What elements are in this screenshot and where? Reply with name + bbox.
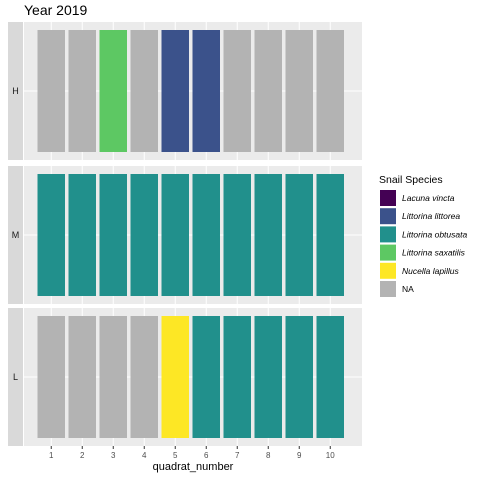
facet-strip-label: H <box>12 86 19 96</box>
bar-H-8 <box>255 30 283 152</box>
legend-label: Littorina littorea <box>402 211 460 221</box>
x-tick-label: 3 <box>111 451 116 460</box>
legend: Snail Species Lacuna vincta Littorina lit… <box>379 174 467 297</box>
bar-H-4 <box>131 30 159 152</box>
bar-H-3 <box>100 30 128 152</box>
legend-label: Littorina saxatilis <box>402 248 466 258</box>
facet-panels: H M L <box>8 22 362 446</box>
bar-H-1 <box>38 30 66 152</box>
x-tick-label: 7 <box>235 451 240 460</box>
bar-H-9 <box>286 30 314 152</box>
legend-label: Lacuna vincta <box>402 193 455 203</box>
bar-L-4 <box>131 316 159 438</box>
legend-key <box>380 190 396 206</box>
bar-H-2 <box>69 30 97 152</box>
legend-entry: Littorina littorea <box>380 208 460 224</box>
bar-H-6 <box>193 30 221 152</box>
bar-M-4 <box>131 174 159 296</box>
chart-title: Year 2019 <box>24 2 88 18</box>
bar-L-7 <box>224 316 252 438</box>
bar-M-7 <box>224 174 252 296</box>
bar-H-10 <box>317 30 345 152</box>
legend-entry: Littorina obtusata <box>380 226 467 242</box>
bar-M-2 <box>69 174 97 296</box>
bar-M-6 <box>193 174 221 296</box>
legend-key <box>380 208 396 224</box>
bar-M-1 <box>38 174 66 296</box>
facet-panel-M: M <box>8 166 362 304</box>
bar-L-1 <box>38 316 66 438</box>
facet-strip-label: M <box>12 230 20 240</box>
legend-key <box>380 226 396 242</box>
legend-title: Snail Species <box>379 174 443 186</box>
legend-key <box>380 263 396 279</box>
x-tick-label: 2 <box>80 451 85 460</box>
bar-M-5 <box>162 174 190 296</box>
bar-L-3 <box>100 316 128 438</box>
legend-entry: Littorina saxatilis <box>380 245 466 261</box>
legend-key <box>380 281 396 297</box>
bar-L-2 <box>69 316 97 438</box>
bar-L-5 <box>162 316 190 438</box>
x-tick-label: 10 <box>326 451 335 460</box>
facet-strip-label: L <box>13 372 18 382</box>
x-tick-label: 1 <box>49 451 54 460</box>
bar-M-10 <box>317 174 345 296</box>
bar-L-9 <box>286 316 314 438</box>
facet-panel-H: H <box>8 22 362 160</box>
bar-H-7 <box>224 30 252 152</box>
bar-M-8 <box>255 174 283 296</box>
x-axis-title: quadrat_number <box>153 461 234 473</box>
bar-L-10 <box>317 316 345 438</box>
legend-label: Littorina obtusata <box>402 229 467 239</box>
bar-L-8 <box>255 316 283 438</box>
legend-entry: Nucella lapillus <box>380 263 459 279</box>
legend-key <box>380 245 396 261</box>
bar-L-6 <box>193 316 221 438</box>
bar-M-3 <box>100 174 128 296</box>
facet-panel-L: L <box>8 308 362 446</box>
legend-label: NA <box>402 284 414 294</box>
x-tick-label: 4 <box>142 451 147 460</box>
x-tick-label: 5 <box>173 451 178 460</box>
x-tick-label: 6 <box>204 451 209 460</box>
bar-H-5 <box>162 30 190 152</box>
legend-label: Nucella lapillus <box>402 266 459 276</box>
legend-entry: NA <box>380 281 414 297</box>
x-axis: 1 2 3 4 5 6 7 8 9 10 <box>49 446 335 460</box>
legend-entry: Lacuna vincta <box>380 190 455 206</box>
x-tick-label: 9 <box>297 451 302 460</box>
x-tick-label: 8 <box>266 451 271 460</box>
bar-M-9 <box>286 174 314 296</box>
